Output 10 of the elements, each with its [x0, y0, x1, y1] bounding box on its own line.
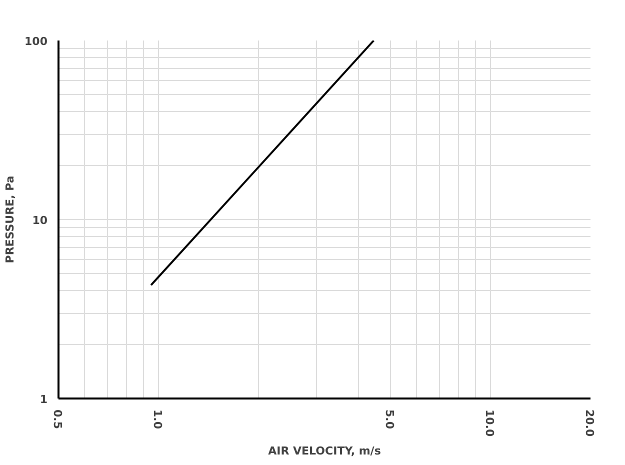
y-tick-label: 10: [32, 214, 48, 227]
x-tick-label: 5.0: [383, 410, 396, 430]
y-axis-title: PRESSURE, Pa: [4, 176, 17, 264]
y-tick-label: 1: [40, 393, 48, 406]
x-tick-label: 0.5: [51, 410, 64, 429]
x-tick-label: 10.0: [483, 410, 496, 437]
x-tick-label: 1.0: [150, 410, 164, 430]
x-tick-label: 20.0: [583, 410, 596, 437]
x-axis-title: AIR VELOCITY, m/s: [268, 444, 382, 458]
y-tick-label: 100: [24, 35, 48, 48]
